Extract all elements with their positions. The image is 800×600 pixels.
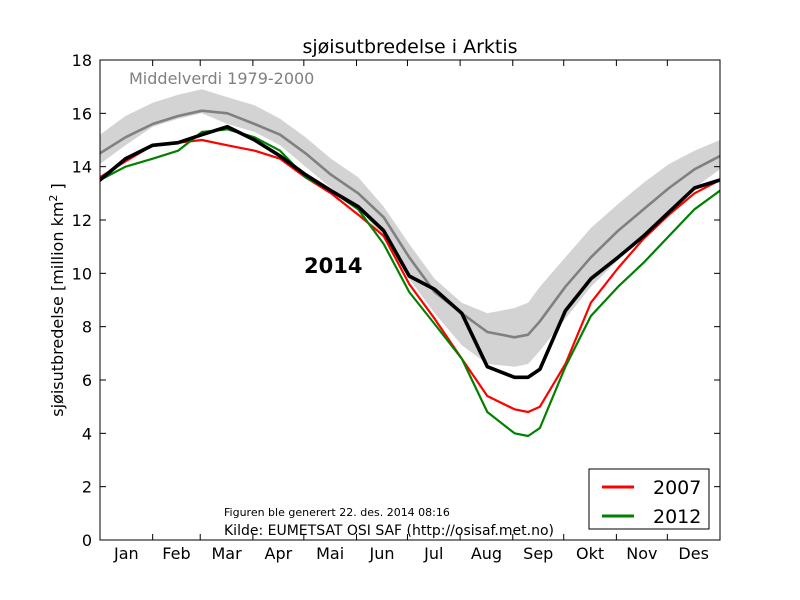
variability-band (100, 89, 720, 367)
legend-box (588, 468, 710, 530)
x-tick-label: Jun (368, 544, 394, 563)
y-tick-label: 0 (82, 531, 92, 550)
x-tick-label: Aug (471, 544, 502, 563)
y-tick-label: 4 (82, 424, 92, 443)
series-line-2007 (100, 138, 720, 414)
y-tick-label: 14 (72, 158, 92, 177)
series-line-2014 (100, 124, 720, 380)
x-tick-label: Jan (113, 544, 139, 563)
chart-title: sjøisutbredelse i Arktis (302, 36, 517, 58)
mean-period-annotation: Middelverdi 1979-2000 (129, 69, 314, 88)
x-tick-label: Mar (211, 544, 242, 563)
x-tick-label: Feb (162, 544, 190, 563)
x-tick-label: Mai (316, 544, 344, 563)
y-tick-label: 8 (82, 318, 92, 337)
series-line-middelverdi-1979-2000 (100, 109, 720, 339)
y-tick-label: 16 (72, 104, 92, 123)
x-tick-label: Jul (423, 544, 443, 563)
y-tick-label: 18 (72, 51, 92, 70)
y-tick-label: 6 (82, 371, 92, 390)
y-tick-label: 10 (72, 264, 92, 283)
x-tick-label: Apr (265, 544, 293, 563)
x-tick-label: Sep (523, 544, 553, 563)
legend: 2007 2012 (588, 468, 710, 530)
generated-timestamp: Figuren ble generert 22. des. 2014 08:16 (224, 506, 450, 519)
source-credit: Kilde: EUMETSAT OSI SAF (http://osisaf.m… (224, 523, 554, 539)
y-tick-label: 2 (82, 478, 92, 497)
y-axis-label: sjøisutbredelse [million km2 ] (47, 183, 68, 417)
x-tick-label: Nov (626, 544, 657, 563)
y-tick-label: 12 (72, 211, 92, 230)
x-tick-label: Okt (576, 544, 604, 563)
plot-frame (99, 59, 721, 541)
legend-label-2012: 2012 (653, 506, 701, 528)
x-tick-label: Des (678, 544, 709, 563)
legend-label-2007: 2007 (653, 477, 701, 499)
year-2014-annotation: 2014 (304, 254, 362, 278)
